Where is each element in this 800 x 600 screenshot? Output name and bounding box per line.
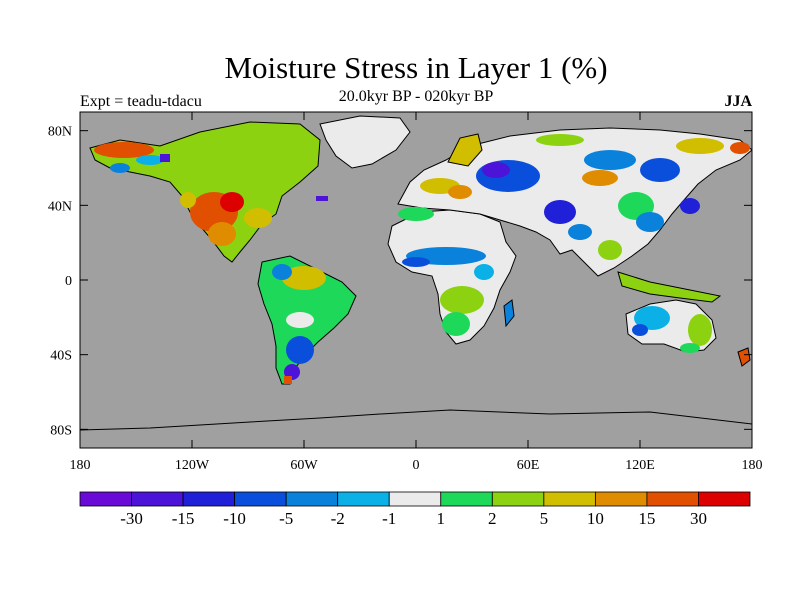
colorbar-label: -15 [172,509,195,528]
map-subtitle: 20.0kyr BP - 020kyr BP [338,88,494,105]
colorbar-swatch [543,491,596,507]
colorbar-swatch [388,491,442,507]
colorbar-label: -30 [120,509,143,528]
colorbar-swatch [337,491,390,507]
land-africa [387,209,517,345]
lat-tick-label: 80S [50,423,72,438]
colorbar-swatch [698,491,751,507]
colorbar-swatch [594,491,648,507]
land-antarctica [80,409,752,448]
anomaly-patches [94,134,750,384]
colorbar-swatch [182,491,236,507]
colorbar-swatch [646,491,699,507]
colorbar-label: 1 [437,509,446,528]
lat-tick-label: 40S [50,349,72,364]
land-new-zealand [737,347,751,367]
map-frame: 180 120W 60W 0 60E 120E 180 80N 40N 0 40S 80S [48,111,763,473]
lon-tick-label: 60W [290,458,318,473]
colorbar-swatch [79,491,132,507]
colorbar-label: -5 [279,509,293,528]
lon-tick-label: 120W [175,458,210,473]
colorbar-label: 2 [488,509,497,528]
colorbar-label: 5 [540,509,549,528]
lon-tick-label: 180 [70,458,91,473]
land-greenland [319,115,411,169]
colorbar-swatch [440,491,493,507]
season-label: JJA [724,93,752,110]
lon-tick-label: 60E [517,458,540,473]
colorbar-swatch [234,491,287,507]
colorbar: -30 -15 -10 -5 -2 -1 1 2 5 10 15 30 [79,491,751,528]
land-scandinavia [447,133,483,167]
land-southeast-asia [617,271,722,303]
lon-tick-label: 180 [742,458,763,473]
lat-tick-label: 0 [65,274,72,289]
colorbar-label: 15 [638,509,655,528]
map-title: Moisture Stress in Layer 1 (%) [224,50,608,85]
colorbar-label: -1 [382,509,396,528]
colorbar-swatch [285,491,339,507]
land-madagascar [503,299,515,328]
lon-tick-label: 0 [413,458,420,473]
colorbar-label: 30 [690,509,707,528]
axis-ticks: 180 120W 60W 0 60E 120E 180 80N 40N 0 40S 80S [48,112,763,473]
colorbar-swatch [131,491,184,507]
lat-tick-label: 40N [48,199,72,214]
experiment-label: Expt = teadu-tdacu [80,93,202,110]
colorbar-swatch [491,491,545,507]
colorbar-label: -10 [223,509,246,528]
colorbar-label: -2 [331,509,345,528]
land-shading [80,115,752,448]
lon-tick-label: 120E [625,458,655,473]
lat-tick-label: 80N [48,125,72,140]
colorbar-label: 10 [587,509,604,528]
